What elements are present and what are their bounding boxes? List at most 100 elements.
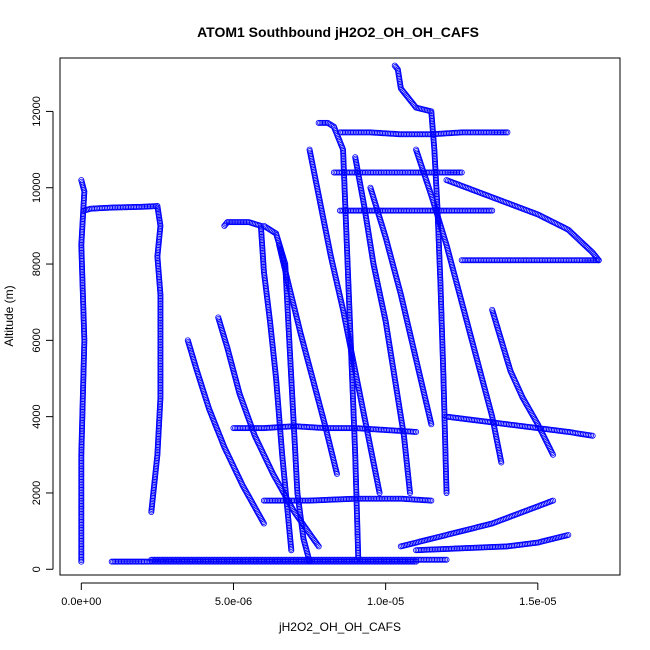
data-point — [79, 275, 86, 282]
data-point — [79, 289, 86, 296]
data-point — [78, 531, 85, 538]
data-point — [241, 219, 248, 226]
data-point — [441, 404, 448, 411]
data-point — [440, 369, 447, 376]
data-point — [157, 318, 164, 325]
data-point — [260, 497, 267, 504]
data-point — [113, 558, 120, 565]
data-point — [501, 129, 508, 136]
data-point — [78, 549, 85, 556]
data-point — [78, 558, 85, 565]
data-point — [438, 169, 445, 176]
data-point — [438, 300, 445, 307]
data-point — [288, 547, 295, 554]
data-point — [157, 291, 164, 298]
data-point — [131, 558, 138, 565]
data-point — [157, 386, 164, 393]
data-point — [157, 359, 164, 366]
data-point — [438, 326, 445, 333]
data-point — [157, 385, 164, 392]
data-point — [78, 490, 85, 497]
data-point — [440, 388, 447, 395]
data-point — [437, 283, 444, 290]
data-point — [80, 303, 87, 310]
data-point — [493, 129, 500, 136]
data-point — [315, 543, 322, 550]
data-point — [442, 435, 449, 442]
data-point — [78, 542, 85, 549]
data-point — [443, 489, 450, 496]
data-point — [358, 495, 365, 502]
data-point — [413, 207, 420, 214]
data-point — [78, 432, 85, 439]
data-point — [518, 257, 525, 264]
data-point — [157, 350, 164, 357]
data-point — [360, 556, 367, 563]
data-point — [80, 380, 87, 387]
data-point — [78, 475, 85, 482]
data-point — [78, 440, 85, 447]
data-point — [440, 372, 447, 379]
data-point — [441, 421, 448, 428]
data-point — [157, 301, 164, 308]
data-point — [442, 434, 449, 441]
data-point — [157, 343, 164, 350]
data-point — [440, 383, 447, 390]
y-tick-label: 2000 — [31, 481, 43, 505]
data-point — [440, 370, 447, 377]
data-point — [79, 416, 86, 423]
data-point — [78, 521, 85, 528]
data-point — [80, 313, 87, 320]
data-point — [79, 408, 86, 415]
data-point — [230, 219, 237, 226]
data-point — [442, 462, 449, 469]
data-point — [157, 312, 164, 319]
data-point — [79, 405, 86, 412]
data-point — [78, 557, 85, 564]
data-point — [254, 425, 261, 432]
data-point — [376, 489, 383, 496]
data-point — [79, 420, 86, 427]
data-point — [78, 552, 85, 559]
data-point — [487, 207, 494, 214]
data-point — [273, 556, 280, 563]
data-point — [157, 332, 164, 339]
data-point — [341, 129, 348, 136]
data-point — [157, 327, 164, 334]
data-point — [498, 459, 505, 466]
data-point — [442, 439, 449, 446]
data-point — [451, 169, 458, 176]
data-point — [79, 418, 86, 425]
data-point — [157, 391, 164, 398]
data-point — [78, 501, 85, 508]
data-point — [443, 169, 450, 176]
data-point — [355, 495, 362, 502]
data-point — [231, 219, 238, 226]
data-point — [421, 556, 428, 563]
data-point — [80, 377, 87, 384]
data-point — [157, 375, 164, 382]
data-point — [437, 294, 444, 301]
data-point — [80, 323, 87, 330]
data-point — [403, 169, 410, 176]
data-point — [498, 129, 505, 136]
data-point — [79, 264, 86, 271]
data-point — [79, 392, 86, 399]
data-point — [78, 523, 85, 530]
data-point — [157, 377, 164, 384]
data-point — [301, 497, 308, 504]
data-point — [389, 556, 396, 563]
data-point — [439, 356, 446, 363]
data-point — [123, 558, 130, 565]
data-point — [78, 257, 85, 264]
data-point — [79, 291, 86, 298]
data-point — [289, 497, 296, 504]
data-point — [394, 495, 401, 502]
data-point — [276, 497, 283, 504]
data-point — [133, 558, 140, 565]
data-point — [292, 497, 299, 504]
data-point — [79, 421, 86, 428]
data-point — [80, 383, 87, 390]
data-point — [438, 315, 445, 322]
series-8 — [330, 169, 465, 176]
